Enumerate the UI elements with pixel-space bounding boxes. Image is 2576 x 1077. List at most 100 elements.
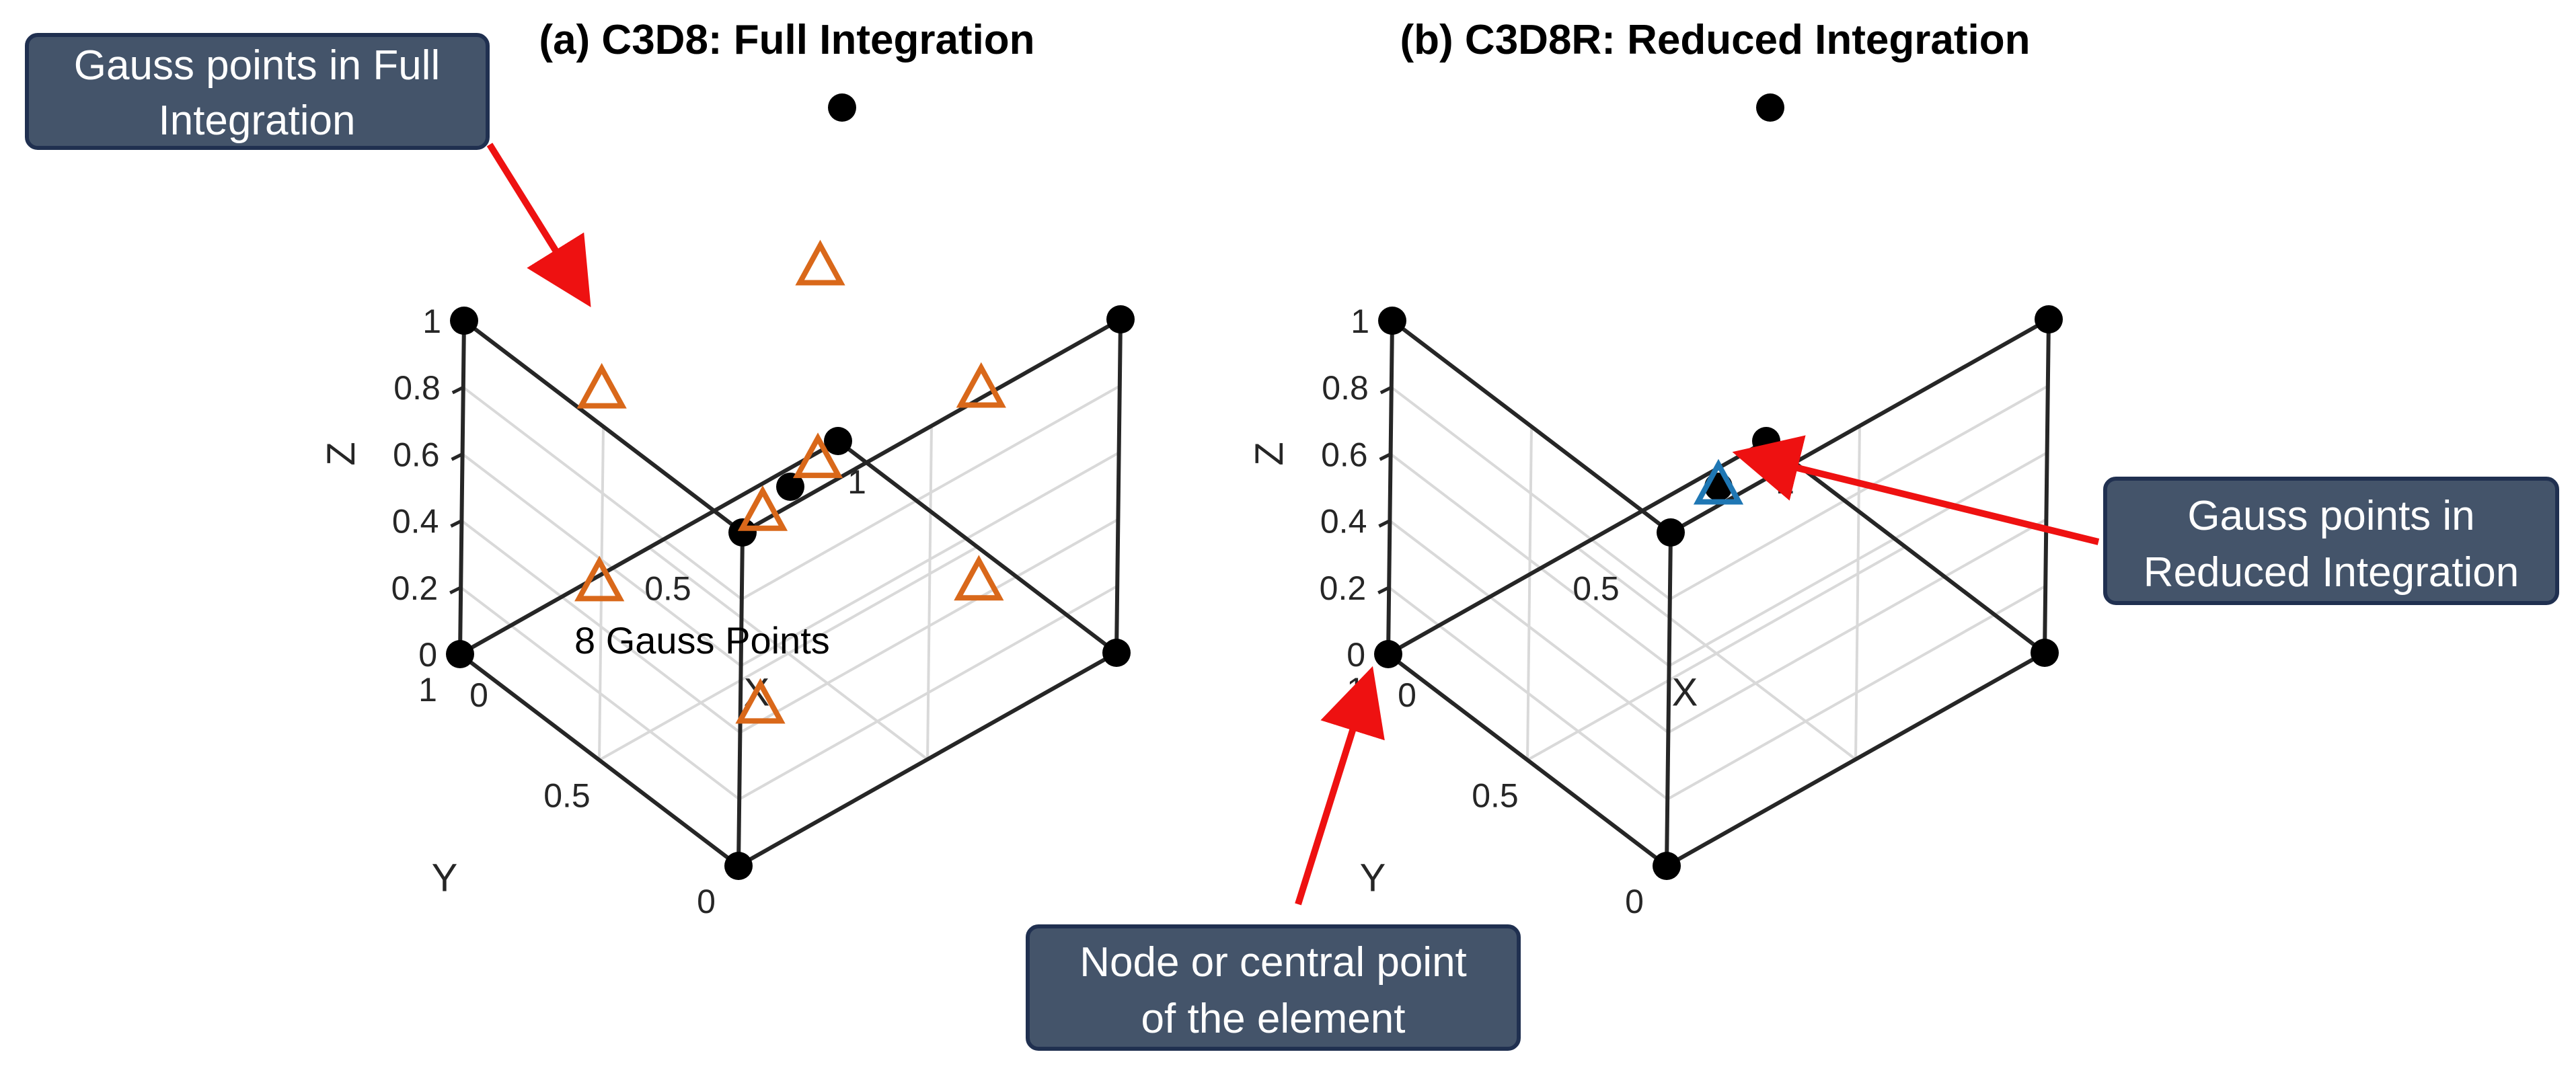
node-point: [2031, 639, 2059, 667]
node-point: [728, 518, 757, 547]
box-edge: [741, 317, 1122, 534]
z-axis-label: Z: [319, 442, 363, 465]
box-edge: [736, 532, 745, 867]
gridline-y-floor: [1527, 545, 1906, 762]
node-point: [446, 640, 474, 668]
box-edge: [1665, 651, 2046, 868]
z-tick-label: 0: [1347, 636, 1365, 674]
z-tick-mark: [450, 519, 463, 528]
z-tick-mark: [1379, 452, 1392, 461]
z-tick-label: 0: [418, 636, 437, 674]
box-edge: [1114, 319, 1123, 653]
y-axis-label: Y: [432, 856, 458, 900]
x-tick-label: 0: [1398, 676, 1416, 714]
gauss-point: [792, 432, 843, 479]
callout-node-line-2: of the element: [1141, 996, 1406, 1042]
node-point: [1653, 852, 1681, 880]
node-point: [776, 473, 804, 501]
gridline-y-wall: [1526, 426, 1533, 760]
gauss-point: [954, 555, 1004, 601]
z-tick-label: 0.6: [393, 436, 440, 473]
z-tick-label: 0.8: [393, 369, 441, 407]
box-edge: [459, 439, 839, 656]
z-tick-label: 1: [422, 303, 441, 340]
callout-full-arrow: [486, 143, 591, 307]
callout-full-line-1: Gauss points in Full: [74, 42, 440, 89]
node-point: [2035, 305, 2063, 333]
x-tick-label: 1: [847, 463, 866, 501]
callout-reduced-line-2: Reduced Integration: [2144, 549, 2519, 596]
z-tick-mark: [451, 452, 463, 461]
z-tick-label: 0.6: [1321, 436, 1368, 473]
node-point: [824, 427, 852, 455]
callout-node: Node or central point of the element: [1026, 666, 1521, 1051]
z-tick-mark: [451, 385, 464, 395]
y-tick-label: 0.5: [543, 777, 591, 815]
callout-reduced-arrow: [1732, 435, 2100, 545]
z-tick-label: 0.2: [1320, 569, 1367, 607]
box-edge: [1387, 652, 1668, 868]
node-point: [1657, 518, 1685, 547]
y-tick-label: 0: [697, 883, 716, 920]
box-edge: [463, 319, 744, 534]
z-axis-label: Z: [1248, 442, 1291, 465]
node-point: [1102, 639, 1131, 667]
box-edge: [1386, 320, 1394, 655]
gridline-y-floor: [599, 545, 978, 762]
node-point: [1756, 93, 1784, 122]
panel-full-integration: (a) C3D8: Full Integration 0 0.2 0.4 0.6 0.8 1…: [319, 17, 1135, 920]
x-tick-label: 0.5: [1573, 570, 1620, 608]
z-tick-label: 1: [1351, 303, 1369, 340]
box-edge: [737, 651, 1118, 868]
box-edge: [1387, 439, 1768, 656]
x-axis-label: X: [1672, 671, 1698, 715]
gridline-x-wall: [1854, 426, 1861, 760]
z-tick-label: 0.4: [1320, 503, 1367, 541]
gridline-x-wall: [926, 426, 933, 760]
callout-full-line-2: Integration: [159, 97, 356, 144]
z-tick-label: 0.4: [392, 503, 439, 541]
y-tick-label: 0: [1625, 883, 1644, 920]
chart-title: (a) C3D8: Full Integration: [539, 17, 1034, 63]
callout-node-arrow: [1295, 666, 1385, 906]
gauss-point: [1693, 458, 1744, 505]
gauss-point: [574, 555, 625, 602]
callout-reduced-integration: Gauss points in Reduced Integration: [1732, 435, 2559, 605]
node-point: [828, 93, 856, 122]
box-edge: [837, 439, 1118, 655]
annotation-label: 8 Gauss Points: [574, 619, 830, 662]
callout-node-box: [1026, 924, 1521, 1051]
callout-reduced-line-1: Gauss points in: [2187, 493, 2474, 539]
node-point: [724, 852, 753, 880]
box-edge: [1665, 532, 1673, 867]
callout-node-line-1: Node or central point: [1079, 939, 1467, 986]
z-tick-mark: [1377, 586, 1390, 595]
chart-title: (b) C3D8R: Reduced Integration: [1400, 17, 2031, 63]
x-tick-label: 0.5: [644, 570, 691, 608]
box-edge: [458, 320, 466, 655]
node-point: [1374, 640, 1402, 668]
z-tick-label: 0.2: [391, 569, 439, 607]
box-edge: [459, 652, 740, 868]
callout-full-integration: Gauss points in Full Integration: [25, 33, 591, 307]
gauss-point: [737, 485, 788, 531]
z-tick-label: 0.8: [1322, 369, 1369, 407]
gauss-point: [956, 362, 1006, 408]
node-point: [1378, 307, 1406, 335]
callout-full-box: [25, 33, 490, 150]
gauss-point: [795, 239, 845, 286]
callout-reduced-box: [2103, 477, 2559, 605]
node-point: [450, 307, 478, 335]
gauss-point: [735, 678, 786, 724]
gridline-y-wall: [598, 426, 605, 760]
y-tick-label: 1: [418, 671, 437, 709]
box-edge: [2043, 319, 2051, 653]
z-tick-mark: [1378, 519, 1391, 528]
box-edge: [1391, 319, 1672, 534]
y-axis-label: Y: [1360, 856, 1386, 900]
node-point: [1106, 305, 1135, 333]
z-tick-mark: [449, 586, 462, 595]
y-tick-label: 0.5: [1472, 777, 1519, 815]
